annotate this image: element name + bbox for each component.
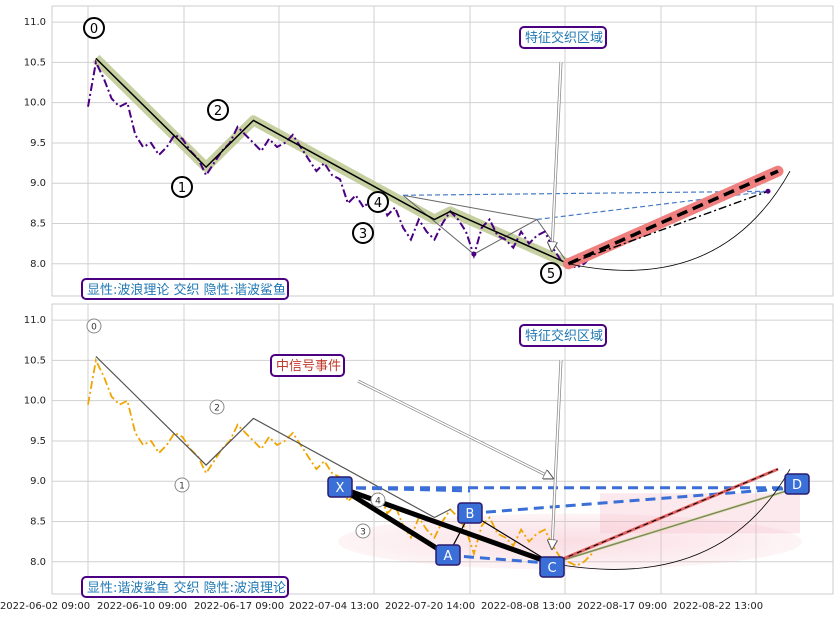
harmonic-label: B <box>466 507 475 522</box>
projection-dashdot-line <box>568 190 769 265</box>
y-tick-label: 9.0 <box>30 476 46 487</box>
bottom-annotation: 特征交织区域 <box>525 328 603 344</box>
harmonic-label: C <box>547 561 556 576</box>
top-panel: 8.0 8.5 9.0 9.5 10.0 10.5 11.0 0 1 2 3 4 5 <box>24 5 834 297</box>
harmonic-dash-line <box>447 553 553 565</box>
x-axis-ticks: 2022-06-02 09:00 2022-06-10 09:00 2022-06-… <box>0 601 763 612</box>
harmonic-label: D <box>792 478 802 493</box>
top-y-ticks: 8.0 8.5 9.0 9.5 10.0 10.5 11.0 <box>24 17 46 270</box>
harmonic-dash-line <box>402 190 769 196</box>
wave-label: 4 <box>374 196 382 211</box>
bottom-caption: 显性:谐波鲨鱼 交织 隐性:波浪理论 <box>87 580 286 596</box>
top-annotation-box: 特征交织区域 <box>519 26 607 49</box>
bottom-content: 0 1 2 3 4 X A B C D <box>86 318 810 578</box>
y-tick-label: 8.0 <box>30 259 46 270</box>
bottom-panel: 8.0 8.5 9.0 9.5 10.0 10.5 11.0 0 1 2 3 4 X A B C D <box>24 303 834 595</box>
wave-label-circle <box>86 318 102 334</box>
wave-label-circle <box>174 477 190 493</box>
price-series-line <box>87 59 593 269</box>
wave-line <box>95 355 451 519</box>
event-annotation: 中信号事件 <box>276 359 341 374</box>
projection-arc <box>551 468 791 570</box>
x-tick-label: 2022-06-10 09:00 <box>97 601 187 612</box>
x-tick-label: 2022-06-17 09:00 <box>194 601 284 612</box>
y-tick-label: 10.0 <box>24 396 46 407</box>
annotation-arrow <box>552 61 562 250</box>
harmonic-label: A <box>444 549 453 564</box>
wave-line <box>95 57 569 265</box>
event-annotation-box: 中信号事件 <box>270 354 345 377</box>
harmonic-leg <box>338 485 450 558</box>
x-tick-label: 2022-06-02 09:00 <box>0 601 90 612</box>
wave-label: 3 <box>359 227 367 242</box>
wave-label: 3 <box>360 528 366 538</box>
event-arrow <box>357 380 552 478</box>
wave-label-circle <box>207 99 229 121</box>
x-tick-label: 2022-08-22 13:00 <box>673 601 763 612</box>
x-tick-label: 2022-07-04 13:00 <box>289 601 379 612</box>
wave-label-circle <box>171 176 193 198</box>
harmonic-label-box <box>435 544 461 566</box>
wave-label-circle <box>352 222 374 244</box>
wave-label-circle <box>540 262 562 284</box>
y-tick-label: 10.5 <box>24 355 46 366</box>
wave-label: 4 <box>375 497 381 507</box>
harmonic-label: X <box>336 481 345 496</box>
projection-dashed-line <box>551 468 779 564</box>
y-tick-label: 10.5 <box>24 57 46 68</box>
y-tick-label: 8.0 <box>30 557 46 568</box>
y-tick-label: 11.0 <box>24 17 46 28</box>
annotation-arrow <box>552 359 562 548</box>
wave-label: 2 <box>214 104 222 119</box>
harmonic-leg-glow <box>551 486 798 565</box>
x-tick-label: 2022-08-08 13:00 <box>481 601 571 612</box>
wave-label-circle <box>367 191 389 213</box>
x-tick-label: 2022-07-20 14:00 <box>385 601 475 612</box>
top-caption: 显性:波浪理论 交织 隐性:谐波鲨鱼 <box>87 282 286 298</box>
wave-label: 1 <box>178 181 186 196</box>
harmonic-dot <box>471 251 477 257</box>
top-gridlines <box>52 6 833 296</box>
harmonic-dash-line <box>339 486 471 493</box>
harmonic-label-box <box>327 476 353 498</box>
top-caption-box: 显性:波浪理论 交织 隐性:谐波鲨鱼 <box>81 278 289 300</box>
wave-label: 0 <box>91 323 97 333</box>
projection-end-dot <box>765 188 771 194</box>
harmonic-label-box <box>784 473 810 495</box>
bottom-y-ticks: 8.0 8.5 9.0 9.5 10.0 10.5 11.0 <box>24 315 46 568</box>
harmonic-dash-line <box>469 486 798 515</box>
wave-label-circle <box>370 492 386 508</box>
bottom-caption-box: 显性:谐波鲨鱼 交织 隐性:波浪理论 <box>81 576 289 598</box>
x-tick-label: 2022-08-17 09:00 <box>577 601 667 612</box>
projection-arc <box>568 170 791 271</box>
top-annotation: 特征交织区域 <box>525 30 603 46</box>
bottom-plot-frame <box>51 303 834 595</box>
y-tick-label: 11.0 <box>24 315 46 326</box>
wave-label-circle <box>355 523 371 539</box>
y-tick-label: 10.0 <box>24 98 46 109</box>
projection-dashed-line <box>567 169 779 266</box>
wave-label-circle <box>209 399 225 415</box>
wave-label: 2 <box>214 404 220 414</box>
wave-label: 0 <box>90 22 98 37</box>
harmonic-label-box <box>539 556 565 578</box>
y-tick-label: 8.5 <box>30 517 46 528</box>
harmonic-outline <box>402 194 537 220</box>
top-content: 0 1 2 3 4 5 <box>83 17 791 284</box>
y-tick-label: 9.5 <box>30 436 46 447</box>
y-tick-label: 9.5 <box>30 138 46 149</box>
top-plot-frame <box>51 5 834 297</box>
wave-label-circle <box>83 17 105 39</box>
wave-label: 1 <box>179 482 185 492</box>
wave-label: 5 <box>547 267 555 282</box>
y-tick-label: 8.5 <box>30 219 46 230</box>
bottom-annotation-box: 特征交织区域 <box>519 324 607 347</box>
y-tick-label: 9.0 <box>30 178 46 189</box>
harmonic-label-box <box>457 502 483 524</box>
